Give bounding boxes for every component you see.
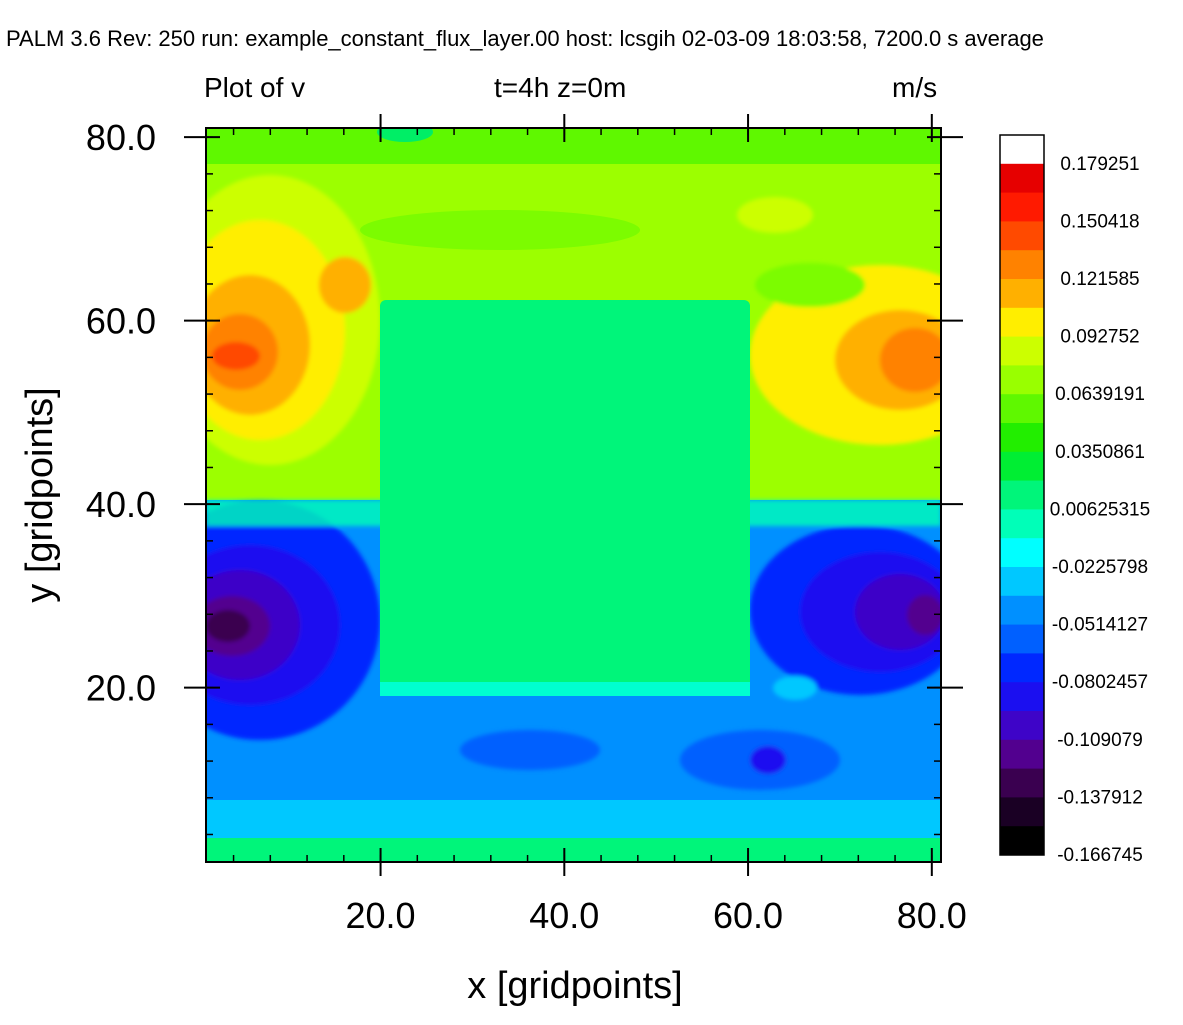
colorbar-swatch <box>1000 135 1044 165</box>
colorbar-swatch <box>1000 307 1044 338</box>
x-axis: 20.0 40.0 60.0 80.0 <box>232 114 967 936</box>
right-cold-core <box>907 595 941 635</box>
left-warm-core <box>212 342 260 370</box>
run-info-header: PALM 3.6 Rev: 250 run: example_constant_… <box>6 26 1044 51</box>
colorbar-swatch <box>1000 768 1044 798</box>
colorbar-swatch <box>1000 797 1044 827</box>
colorbar-swatch <box>1000 192 1044 222</box>
colorbar-label: -0.0514127 <box>1052 615 1148 636</box>
y-tick-label: 60.0 <box>86 301 156 342</box>
colorbar-swatch <box>1000 279 1044 309</box>
colorbar-swatch <box>1000 221 1044 251</box>
colorbar-swatch <box>1000 365 1044 395</box>
building-lower-edge <box>380 682 750 696</box>
x-tick-label: 20.0 <box>346 895 416 936</box>
colorbar-swatch <box>1000 163 1044 194</box>
colorbar-swatch <box>1000 624 1044 654</box>
bottom-cyan-patch <box>773 676 817 700</box>
bottom-blob-right-core <box>750 746 786 774</box>
plot-frame <box>205 127 942 863</box>
y-tick-label: 40.0 <box>86 484 156 525</box>
colorbar-label: 0.179251 <box>1060 154 1139 175</box>
field-top-band <box>206 128 941 164</box>
plot-title: Plot of v <box>204 72 306 103</box>
colorbar-frame <box>999 134 1045 856</box>
bottom-blob-mid <box>460 730 600 770</box>
x-tick-label: 80.0 <box>897 895 967 936</box>
y-axis-label: y [gridpoints] <box>19 387 61 602</box>
time-height-label: t=4h z=0m <box>494 72 627 103</box>
colorbar-swatch <box>1000 826 1044 856</box>
field-bottom-band <box>206 838 941 862</box>
colorbar-swatch <box>1000 423 1044 453</box>
x-axis-label: x [gridpoints] <box>467 965 682 1007</box>
right-patch-green <box>755 263 865 307</box>
colorbar-swatch <box>1000 480 1044 510</box>
colorbar-swatch <box>1000 711 1044 741</box>
colorbar-label: 0.150418 <box>1060 211 1139 232</box>
field-mid-band <box>360 210 640 250</box>
colorbar-swatch <box>1000 739 1044 770</box>
building-region <box>380 300 750 692</box>
left-cold-core <box>206 610 250 642</box>
colorbar-swatch <box>1000 250 1044 280</box>
y-tick-label: 80.0 <box>86 117 156 158</box>
right-warm-core <box>880 328 941 392</box>
colorbar-swatch <box>1000 394 1044 424</box>
colorbar-swatch <box>1000 538 1044 568</box>
colorbar-label: 0.092752 <box>1060 327 1139 348</box>
contour-field <box>206 128 941 862</box>
colorbar-swatch <box>1000 682 1044 712</box>
colorbar-swatch <box>1000 653 1044 683</box>
colorbar-swatch <box>1000 336 1044 366</box>
colorbar-swatch <box>1000 451 1044 482</box>
y-axis: 20.0 40.0 60.0 80.0 <box>86 117 963 836</box>
colorbar-label: -0.166745 <box>1057 845 1143 866</box>
colorbar-label: 0.00625315 <box>1050 499 1150 520</box>
left-corner-amber <box>319 257 371 313</box>
x-tick-label: 40.0 <box>529 895 599 936</box>
colorbar-swatch <box>1000 595 1044 626</box>
x-tick-label: 60.0 <box>713 895 783 936</box>
unit-label: m/s <box>892 72 938 103</box>
right-patch-lime <box>737 197 813 233</box>
colorbar-label: -0.0225798 <box>1052 557 1148 578</box>
colorbar-label: 0.121585 <box>1060 269 1139 290</box>
colorbar-swatch <box>1000 509 1044 539</box>
field-top-notch <box>377 128 433 142</box>
colorbar-label: -0.137912 <box>1057 787 1143 808</box>
colorbar-label: 0.0350861 <box>1055 442 1145 463</box>
colorbar-swatch <box>1000 567 1044 597</box>
colorbar-label: 0.0639191 <box>1055 384 1145 405</box>
colorbar-label: -0.0802457 <box>1052 672 1148 693</box>
colorbar-label: -0.109079 <box>1057 730 1143 751</box>
y-tick-label: 20.0 <box>86 668 156 709</box>
colorbar: 0.179251 0.150418 0.121585 0.092752 0.063919… <box>999 134 1150 866</box>
